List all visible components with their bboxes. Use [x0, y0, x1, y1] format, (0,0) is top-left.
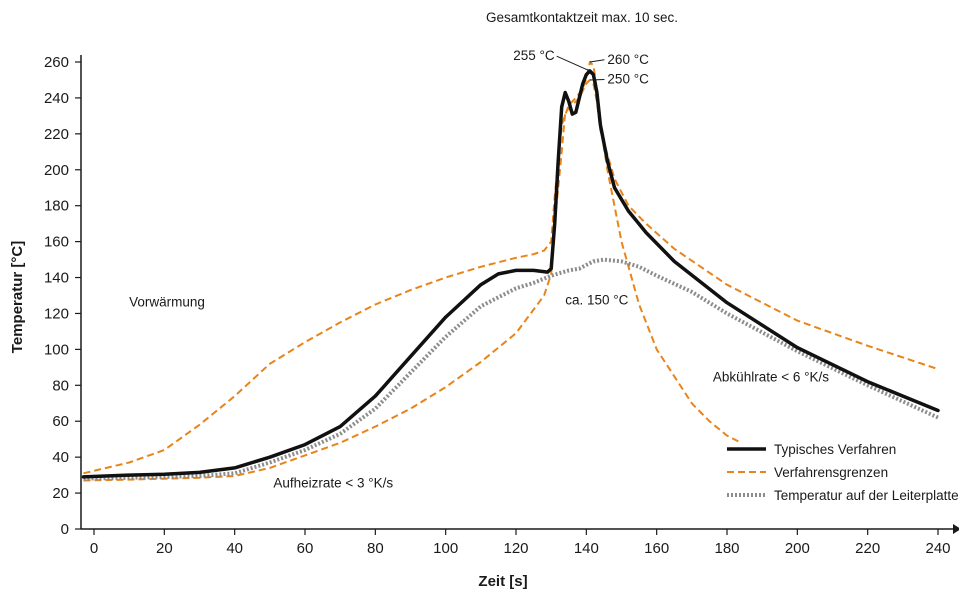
series-line-dotted	[83, 257, 939, 481]
series-line-dashed	[83, 61, 742, 475]
series-layer	[81, 61, 940, 482]
y-tick-label: 260	[44, 54, 69, 71]
annotation-layer: Vorwärmung Aufheizrate < 3 °K/s ca. 150 °C…	[129, 48, 829, 490]
x-tick-label: 240	[925, 540, 950, 557]
y-tick-label: 40	[52, 449, 69, 466]
y-tick-label: 80	[52, 377, 69, 394]
x-axis-arrow-icon	[953, 524, 959, 534]
y-tick-label: 60	[52, 413, 69, 430]
x-axis-title: Zeit [s]	[478, 573, 527, 590]
annotation-label: 260 °C	[607, 52, 649, 67]
x-tick-label: 0	[90, 540, 98, 557]
y-tick-label: 240	[44, 90, 69, 107]
y-tick-label: 200	[44, 162, 69, 179]
y-tick-label: 220	[44, 126, 69, 143]
legend-label-leiterplatte: Temperatur auf der Leiterplatte	[774, 488, 959, 503]
x-tick-label: 200	[785, 540, 810, 557]
annotation-leader-line	[589, 59, 605, 63]
y-tick-label: 180	[44, 198, 69, 215]
x-tick-label: 220	[855, 540, 880, 557]
x-tick-label: 100	[433, 540, 458, 557]
x-tick-label: 20	[156, 540, 173, 557]
x-tick-label: 80	[367, 540, 384, 557]
y-tick-label: 100	[44, 341, 69, 358]
series-line-solid	[81, 69, 940, 479]
y-tick-label: 0	[61, 521, 69, 538]
x-tick-label: 120	[503, 540, 528, 557]
x-tick-label: 60	[297, 540, 314, 557]
x-axis: 0 20 40 60 80 100 120 140 160 180 200 220 240	[81, 524, 959, 557]
x-tick-label: 40	[226, 540, 243, 557]
annotation-leader-line	[556, 55, 591, 72]
x-tick-label: 140	[574, 540, 599, 557]
y-tick-label: 20	[52, 485, 69, 502]
annotation-label: 255 °C	[513, 48, 555, 63]
y-tick-label: 140	[44, 270, 69, 287]
y-axis-title: Temperatur [°C]	[9, 241, 26, 353]
annotation-label: Abkühlrate < 6 °K/s	[713, 370, 829, 385]
chart-title: Gesamtkontaktzeit max. 10 sec.	[486, 10, 678, 25]
annotation-label: ca. 150 °C	[565, 292, 628, 307]
legend-label-typisches-verfahren: Typisches Verfahren	[774, 442, 896, 457]
legend-label-verfahrensgrenzen: Verfahrensgrenzen	[774, 465, 888, 480]
y-tick-label: 120	[44, 305, 69, 322]
annotation-label: Vorwärmung	[129, 294, 205, 309]
series-line-dashed	[83, 79, 939, 482]
x-tick-label: 160	[644, 540, 669, 557]
legend: Typisches Verfahren Verfahrensgrenzen Te…	[727, 442, 959, 503]
annotation-label: 250 °C	[607, 72, 649, 87]
x-tick-label: 180	[714, 540, 739, 557]
y-tick-label: 160	[44, 234, 69, 251]
annotation-label: Aufheizrate < 3 °K/s	[273, 476, 393, 491]
y-axis: 0 20 40 60 80 100 120 140 160 180 200 220 240 260	[44, 54, 82, 538]
